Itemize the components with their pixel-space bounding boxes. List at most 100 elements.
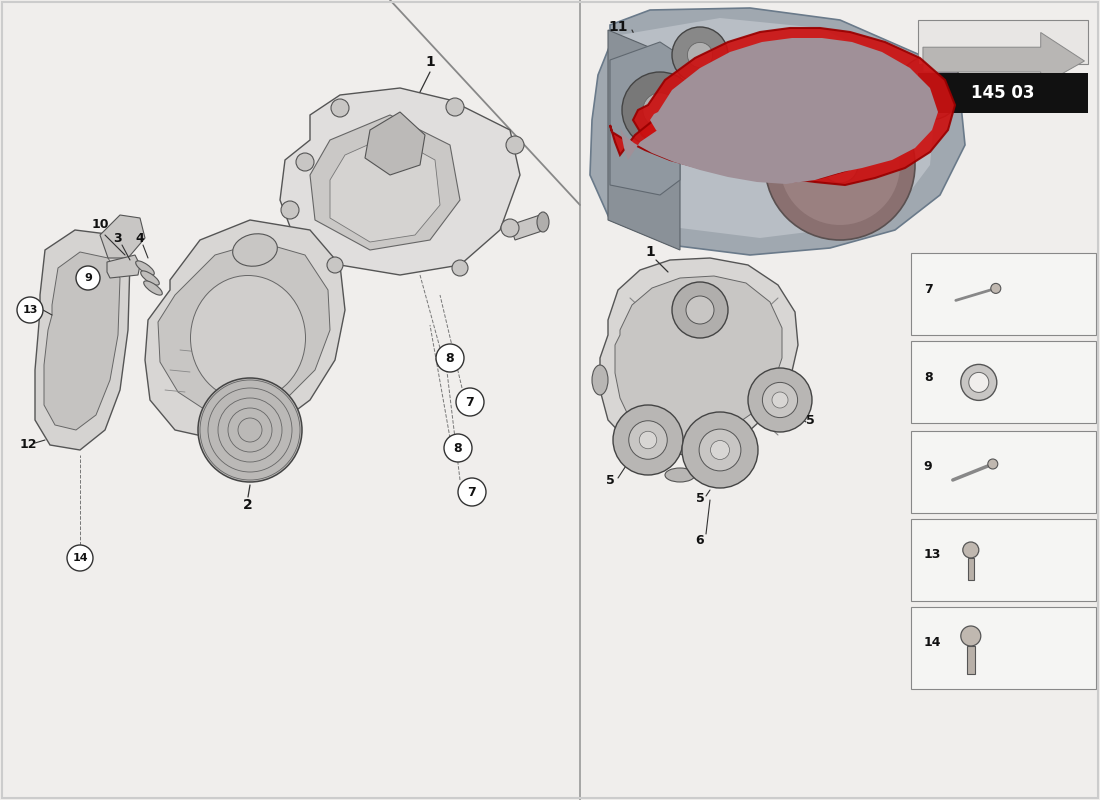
Circle shape	[506, 136, 524, 154]
Text: 13: 13	[924, 549, 942, 562]
Polygon shape	[615, 276, 782, 440]
Text: 8: 8	[453, 442, 462, 454]
Circle shape	[748, 368, 812, 432]
Bar	[911, 254, 1096, 335]
Circle shape	[452, 260, 468, 276]
Polygon shape	[610, 42, 680, 195]
Circle shape	[764, 90, 915, 240]
Ellipse shape	[233, 234, 277, 266]
Bar	[911, 431, 1096, 513]
Bar	[911, 519, 1096, 601]
Polygon shape	[310, 115, 460, 250]
Circle shape	[762, 382, 798, 418]
Circle shape	[780, 105, 900, 225]
Text: 10: 10	[91, 218, 109, 231]
Bar	[917, 19, 1089, 64]
Circle shape	[76, 266, 100, 290]
Circle shape	[456, 388, 484, 416]
Circle shape	[642, 93, 678, 127]
Text: 9: 9	[84, 273, 92, 283]
Polygon shape	[100, 215, 145, 258]
Text: 6: 6	[695, 534, 704, 546]
Text: 12: 12	[20, 438, 36, 451]
Text: 5: 5	[606, 474, 615, 486]
Polygon shape	[330, 135, 440, 242]
Text: 14: 14	[73, 553, 88, 563]
Polygon shape	[608, 30, 680, 250]
Circle shape	[436, 344, 464, 372]
Text: 3: 3	[113, 231, 122, 245]
Polygon shape	[590, 8, 965, 255]
Circle shape	[639, 431, 657, 449]
Bar	[911, 607, 1096, 689]
Text: 4: 4	[135, 231, 144, 245]
Circle shape	[772, 392, 788, 408]
Polygon shape	[600, 258, 798, 455]
Circle shape	[446, 98, 464, 116]
Polygon shape	[107, 255, 140, 278]
Bar	[967, 646, 975, 674]
Circle shape	[991, 283, 1001, 294]
Text: 5: 5	[695, 491, 704, 505]
Circle shape	[898, 56, 962, 120]
Polygon shape	[145, 220, 345, 440]
Polygon shape	[610, 82, 900, 182]
Polygon shape	[620, 92, 890, 184]
Polygon shape	[608, 18, 935, 238]
Circle shape	[296, 153, 314, 171]
Circle shape	[16, 297, 43, 323]
Bar	[968, 558, 974, 580]
Circle shape	[280, 201, 299, 219]
Ellipse shape	[141, 271, 160, 285]
Circle shape	[672, 282, 728, 338]
Circle shape	[960, 364, 997, 400]
Text: 145 03: 145 03	[971, 84, 1035, 102]
Ellipse shape	[666, 468, 695, 482]
Circle shape	[444, 434, 472, 462]
Text: 7: 7	[468, 486, 476, 498]
Circle shape	[331, 99, 349, 117]
Bar	[911, 342, 1096, 423]
Circle shape	[960, 626, 981, 646]
Ellipse shape	[537, 212, 549, 232]
Text: 7: 7	[465, 395, 474, 409]
Text: 14: 14	[924, 637, 942, 650]
Ellipse shape	[190, 275, 306, 401]
Polygon shape	[35, 230, 130, 450]
Circle shape	[962, 542, 979, 558]
Circle shape	[711, 441, 729, 459]
Circle shape	[822, 147, 858, 183]
Circle shape	[700, 429, 741, 471]
Circle shape	[327, 257, 343, 273]
Circle shape	[458, 478, 486, 506]
Circle shape	[613, 405, 683, 475]
Ellipse shape	[144, 281, 163, 295]
Circle shape	[988, 459, 998, 469]
Text: 13: 13	[22, 305, 37, 315]
Polygon shape	[650, 38, 938, 174]
Polygon shape	[44, 252, 120, 430]
Ellipse shape	[135, 261, 154, 275]
Polygon shape	[923, 33, 1085, 86]
Text: 11: 11	[608, 20, 628, 34]
Circle shape	[500, 219, 519, 237]
Polygon shape	[158, 242, 330, 415]
Polygon shape	[510, 215, 544, 240]
Text: 1: 1	[425, 55, 435, 69]
Text: 7: 7	[924, 283, 933, 296]
Text: 2: 2	[243, 498, 253, 512]
Polygon shape	[632, 28, 955, 185]
Text: 8: 8	[924, 371, 933, 384]
Polygon shape	[280, 88, 520, 275]
Text: 5: 5	[805, 414, 814, 426]
Circle shape	[621, 72, 698, 148]
Text: 1: 1	[645, 245, 654, 259]
Circle shape	[686, 296, 714, 324]
Circle shape	[629, 421, 668, 459]
Circle shape	[969, 372, 989, 392]
Circle shape	[915, 74, 945, 102]
Circle shape	[682, 412, 758, 488]
Polygon shape	[365, 112, 425, 175]
Text: 8: 8	[446, 351, 454, 365]
Bar	[917, 73, 1089, 114]
